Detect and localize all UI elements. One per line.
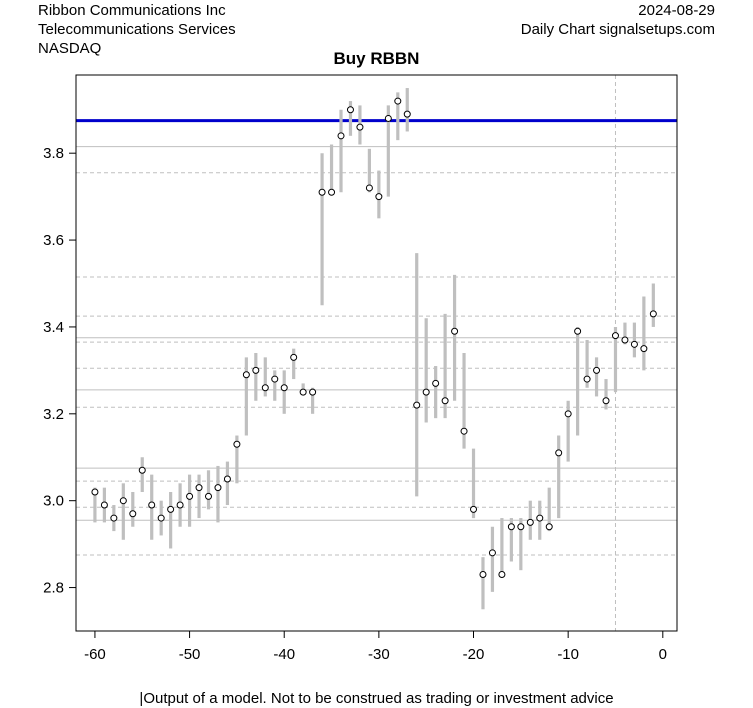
sector-name: Telecommunications Services bbox=[38, 21, 236, 38]
close-point bbox=[261, 384, 269, 392]
close-point bbox=[403, 110, 411, 118]
close-point bbox=[375, 193, 383, 201]
close-point bbox=[157, 514, 165, 522]
y-tick-label: 3.2 bbox=[43, 406, 64, 423]
close-point bbox=[299, 388, 307, 396]
close-point bbox=[242, 371, 250, 379]
close-point bbox=[536, 514, 544, 522]
close-point bbox=[394, 97, 402, 105]
x-tick-label: -40 bbox=[273, 646, 295, 663]
x-tick-label: -10 bbox=[557, 646, 579, 663]
chart-source: Daily Chart signalsetups.com bbox=[520, 21, 715, 38]
chart-date: 2024-08-29 bbox=[638, 2, 715, 19]
close-point bbox=[384, 114, 392, 122]
close-point bbox=[574, 327, 582, 335]
x-tick-label: -60 bbox=[84, 646, 106, 663]
close-point bbox=[583, 375, 591, 383]
close-point bbox=[517, 523, 525, 531]
close-point bbox=[498, 571, 506, 579]
close-point bbox=[479, 571, 487, 579]
header-left: Ribbon Communications Inc Telecommunicat… bbox=[38, 1, 236, 58]
close-point bbox=[148, 501, 156, 509]
x-tick-label: -30 bbox=[368, 646, 390, 663]
close-point bbox=[214, 484, 222, 492]
y-tick-label: 2.8 bbox=[43, 580, 64, 597]
close-point bbox=[280, 384, 288, 392]
chart-title: Buy RBBN bbox=[333, 49, 420, 68]
close-point bbox=[186, 492, 194, 500]
company-name: Ribbon Communications Inc bbox=[38, 2, 226, 19]
y-tick-label: 3.4 bbox=[43, 319, 64, 336]
close-point bbox=[564, 410, 572, 418]
close-point bbox=[470, 505, 478, 513]
close-point bbox=[290, 353, 298, 361]
close-point bbox=[119, 497, 127, 505]
disclaimer: |Output of a model. Not to be construed … bbox=[139, 690, 614, 707]
close-point bbox=[488, 549, 496, 557]
y-tick-label: 3.0 bbox=[43, 493, 64, 510]
close-point bbox=[630, 340, 638, 348]
close-point bbox=[309, 388, 317, 396]
x-tick-label: 0 bbox=[659, 646, 667, 663]
close-point bbox=[195, 484, 203, 492]
close-point bbox=[233, 440, 241, 448]
close-point bbox=[451, 327, 459, 335]
x-tick-label: -20 bbox=[463, 646, 485, 663]
close-point bbox=[526, 518, 534, 526]
close-point bbox=[611, 332, 619, 340]
close-point bbox=[555, 449, 563, 457]
close-point bbox=[640, 345, 648, 353]
close-point bbox=[460, 427, 468, 435]
close-point bbox=[318, 188, 326, 196]
close-point bbox=[91, 488, 99, 496]
y-tick-label: 3.8 bbox=[43, 145, 64, 162]
header-right: 2024-08-29 Daily Chart signalsetups.com bbox=[521, 1, 715, 39]
close-point bbox=[252, 366, 260, 374]
close-point bbox=[223, 475, 231, 483]
close-point bbox=[346, 106, 354, 114]
close-point bbox=[507, 523, 515, 531]
close-point bbox=[621, 336, 629, 344]
close-point bbox=[432, 379, 440, 387]
close-point bbox=[602, 397, 610, 405]
close-point bbox=[167, 505, 175, 513]
close-point bbox=[545, 523, 553, 531]
close-point bbox=[337, 132, 345, 140]
close-point bbox=[110, 514, 118, 522]
close-point bbox=[129, 510, 137, 518]
close-point bbox=[422, 388, 430, 396]
close-point bbox=[649, 310, 657, 318]
x-tick-label: -50 bbox=[179, 646, 201, 663]
close-point bbox=[328, 188, 336, 196]
close-point bbox=[356, 123, 364, 131]
plot-frame bbox=[75, 74, 678, 632]
close-point bbox=[138, 466, 146, 474]
exchange-name: NASDAQ bbox=[38, 40, 102, 57]
close-point bbox=[100, 501, 108, 509]
close-point bbox=[205, 492, 213, 500]
close-point bbox=[593, 366, 601, 374]
y-tick-label: 3.6 bbox=[43, 232, 64, 249]
close-point bbox=[413, 401, 421, 409]
close-point bbox=[271, 375, 279, 383]
close-point bbox=[441, 397, 449, 405]
close-point bbox=[365, 184, 373, 192]
close-point bbox=[176, 501, 184, 509]
